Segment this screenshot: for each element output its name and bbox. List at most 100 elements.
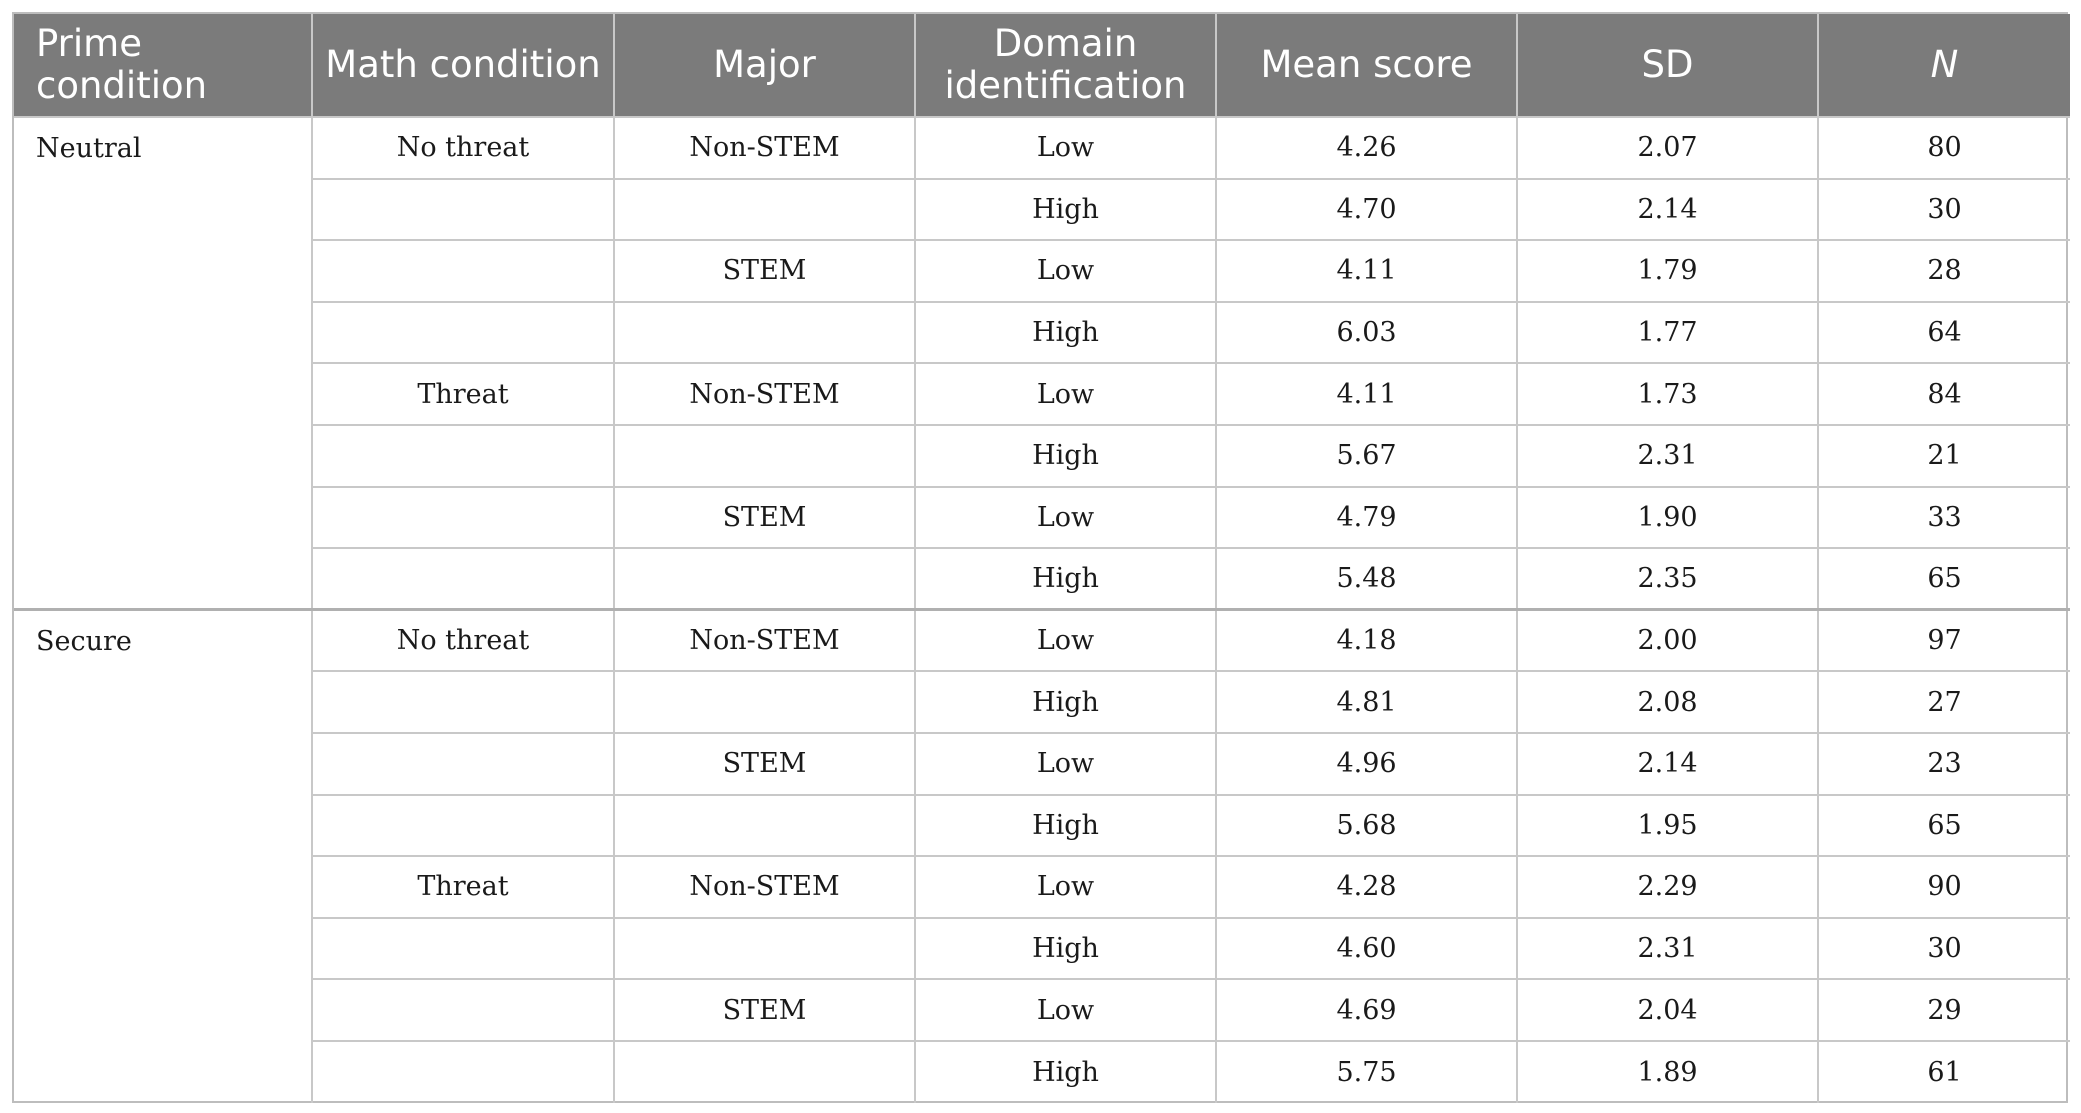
major-cell: STEM: [613, 978, 915, 1041]
table-row: STEM Low 4.69 2.04 29: [14, 978, 2070, 1041]
header-domain-identification: Domain identification: [914, 14, 1216, 117]
sd-cell: 1.90: [1516, 485, 1818, 549]
table-row: High 5.67 2.31 21: [14, 423, 2070, 487]
math-condition-cell: [311, 978, 614, 1041]
major-cell: [613, 547, 915, 610]
data-table-container: Prime condition Math condition Major Dom…: [12, 12, 2070, 1103]
mean-score-cell: 4.26: [1215, 116, 1517, 179]
mean-score-cell: 5.48: [1215, 547, 1517, 610]
header-mean-score: Mean score: [1215, 14, 1517, 117]
mean-score-cell: 4.11: [1215, 239, 1517, 302]
major-cell: [613, 1039, 915, 1103]
table-row: Neutral No threat Non-STEM Low 4.26 2.07 80: [14, 116, 2070, 610]
prime-condition-cell: Neutral: [14, 116, 312, 610]
table-row: High 5.75 1.89 61: [14, 1039, 2070, 1103]
header-prime-condition: Prime condition: [14, 14, 312, 117]
mean-score-cell: 4.81: [1215, 670, 1517, 733]
table-row: High 4.81 2.08 27: [14, 670, 2070, 733]
sd-cell: 2.00: [1516, 608, 1818, 672]
major-cell: Non-STEM: [613, 608, 915, 672]
n-cell: 97: [1817, 608, 2070, 672]
mean-score-cell: 4.11: [1215, 362, 1517, 425]
sd-cell: 2.31: [1516, 423, 1818, 487]
major-cell: [613, 916, 915, 980]
n-cell: 84: [1817, 362, 2070, 425]
n-cell: 61: [1817, 1039, 2070, 1103]
domain-identification-cell: High: [914, 793, 1216, 857]
mean-score-cell: 4.69: [1215, 978, 1517, 1041]
results-table: Prime condition Math condition Major Dom…: [14, 14, 2070, 1103]
table-row: STEM Low 4.11 1.79 28: [14, 239, 2070, 302]
domain-identification-cell: Low: [914, 731, 1216, 795]
domain-identification-cell: Low: [914, 855, 1216, 918]
n-cell: 30: [1817, 916, 2070, 980]
math-condition-cell: [311, 547, 614, 610]
mean-score-cell: 5.75: [1215, 1039, 1517, 1103]
mean-score-cell: 6.03: [1215, 300, 1517, 364]
math-condition-cell: [311, 670, 614, 733]
n-cell: 30: [1817, 177, 2070, 241]
mean-score-cell: 5.67: [1215, 423, 1517, 487]
n-cell: 29: [1817, 978, 2070, 1041]
table-row: High 4.60 2.31 30: [14, 916, 2070, 980]
major-cell: [613, 793, 915, 857]
table-row: STEM Low 4.96 2.14 23: [14, 731, 2070, 795]
domain-identification-cell: Low: [914, 608, 1216, 672]
sd-cell: 2.08: [1516, 670, 1818, 733]
major-cell: [613, 670, 915, 733]
math-condition-cell: No threat: [311, 116, 614, 179]
domain-identification-cell: Low: [914, 116, 1216, 179]
n-cell: 80: [1817, 116, 2070, 179]
domain-identification-cell: High: [914, 300, 1216, 364]
header-math-condition: Math condition: [311, 14, 614, 117]
mean-score-cell: 4.96: [1215, 731, 1517, 795]
sd-cell: 2.07: [1516, 116, 1818, 179]
header-row: Prime condition Math condition Major Dom…: [14, 14, 2070, 117]
n-cell: 28: [1817, 239, 2070, 302]
math-condition-cell: [311, 1039, 614, 1103]
sd-cell: 2.14: [1516, 731, 1818, 795]
mean-score-cell: 4.70: [1215, 177, 1517, 241]
header-n: N: [1817, 14, 2070, 117]
n-cell: 21: [1817, 423, 2070, 487]
sd-cell: 2.29: [1516, 855, 1818, 918]
math-condition-cell: [311, 300, 614, 364]
n-cell: 23: [1817, 731, 2070, 795]
domain-identification-cell: High: [914, 423, 1216, 487]
math-condition-cell: [311, 177, 614, 241]
domain-identification-cell: High: [914, 916, 1216, 980]
mean-score-cell: 4.28: [1215, 855, 1517, 918]
major-cell: [613, 300, 915, 364]
major-cell: STEM: [613, 239, 915, 302]
n-cell: 27: [1817, 670, 2070, 733]
domain-identification-cell: High: [914, 547, 1216, 610]
domain-identification-cell: Low: [914, 978, 1216, 1041]
math-condition-cell: Threat: [311, 855, 614, 918]
header-sd: SD: [1516, 14, 1818, 117]
sd-cell: 1.95: [1516, 793, 1818, 857]
n-cell: 90: [1817, 855, 2070, 918]
major-cell: [613, 423, 915, 487]
major-cell: Non-STEM: [613, 116, 915, 179]
n-cell: 33: [1817, 485, 2070, 549]
domain-identification-cell: Low: [914, 362, 1216, 425]
table-row: High 5.68 1.95 65: [14, 793, 2070, 857]
math-condition-cell: No threat: [311, 608, 614, 672]
mean-score-cell: 4.60: [1215, 916, 1517, 980]
sd-cell: 2.14: [1516, 177, 1818, 241]
sd-cell: 2.31: [1516, 916, 1818, 980]
domain-identification-cell: High: [914, 1039, 1216, 1103]
math-condition-cell: [311, 731, 614, 795]
table-row: Threat Non-STEM Low 4.28 2.29 90: [14, 855, 2070, 918]
n-cell: 64: [1817, 300, 2070, 364]
mean-score-cell: 4.18: [1215, 608, 1517, 672]
header-major: Major: [613, 14, 915, 117]
sd-cell: 1.73: [1516, 362, 1818, 425]
major-cell: STEM: [613, 485, 915, 549]
sd-cell: 2.04: [1516, 978, 1818, 1041]
major-cell: STEM: [613, 731, 915, 795]
table-row: High 6.03 1.77 64: [14, 300, 2070, 364]
n-cell: 65: [1817, 547, 2070, 610]
major-cell: [613, 177, 915, 241]
math-condition-cell: [311, 239, 614, 302]
